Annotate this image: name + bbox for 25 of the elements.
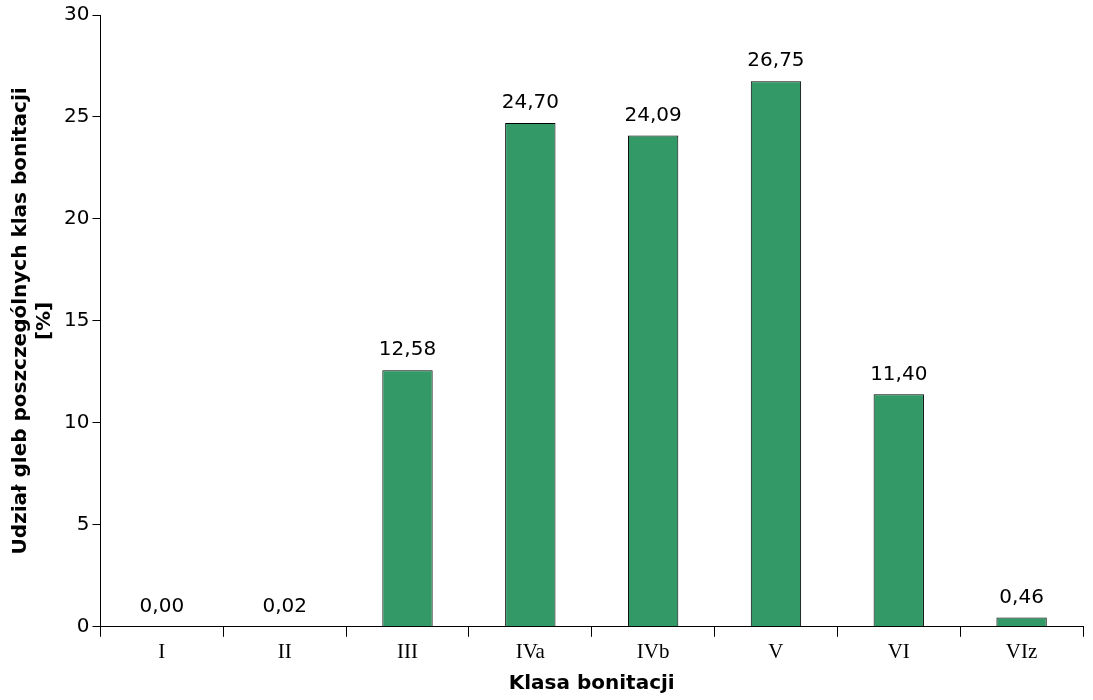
data-label: 0,46	[999, 583, 1044, 608]
data-label: 11,40	[870, 360, 928, 385]
x-tick-label: III	[397, 638, 418, 663]
y-tick-label: 25	[64, 103, 90, 128]
x-tick-label: VI	[887, 638, 910, 663]
x-tick-label: IVb	[636, 638, 670, 663]
y-tick-label: 20	[64, 205, 90, 230]
y-tick-label: 0	[76, 613, 90, 637]
data-label: 0,02	[262, 592, 307, 617]
x-tick-label: V	[768, 638, 784, 663]
y-tick-label: 5	[76, 511, 90, 536]
x-tick-label: II	[277, 638, 292, 663]
data-label: 24,09	[624, 101, 682, 126]
x-axis-title: Klasa bonitacji	[508, 670, 675, 695]
y-tick-label: 10	[64, 409, 90, 434]
data-label: 12,58	[378, 336, 437, 361]
data-label: 0,00	[139, 593, 185, 617]
y-tick-label: 30	[64, 1, 90, 26]
y-tick-label: 15	[64, 307, 90, 332]
y-axis-title: Udział gleb poszczególnych klas bonitacji [%]	[7, 87, 56, 555]
data-label: 26,75	[747, 47, 805, 72]
data-label: 24,70	[501, 89, 559, 114]
x-tick-label: IVa	[515, 638, 546, 663]
x-tick-label: VIz	[1005, 638, 1038, 663]
x-tick-label: I	[158, 638, 166, 663]
